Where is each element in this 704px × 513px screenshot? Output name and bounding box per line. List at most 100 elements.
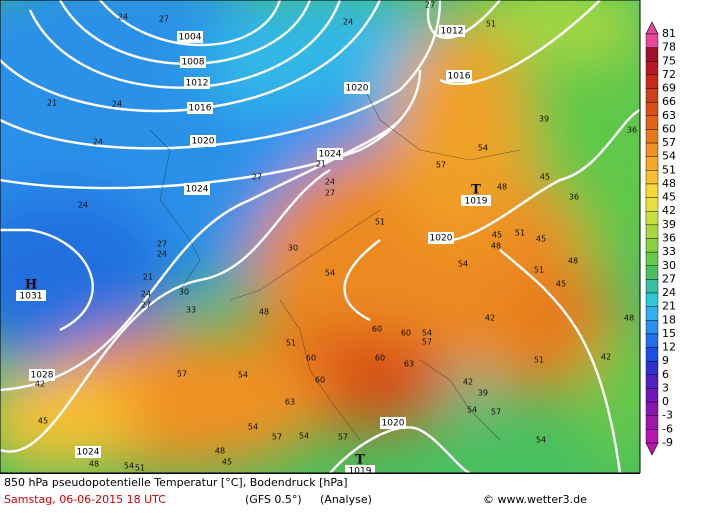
colorbar-swatch [645,61,659,76]
temperature-label: 54 [467,406,477,415]
colorbar-swatch [645,333,659,348]
colorbar-cap [645,442,659,456]
colorbar-swatch [645,374,659,389]
center-symbol: H [25,278,37,293]
colorbar-label: -9 [662,436,673,449]
colorbar-label: 24 [662,286,676,299]
footer-model: (GFS 0.5°) [245,493,302,506]
colorbar-label: 3 [662,381,669,394]
colorbar-label: -6 [662,422,673,435]
isobar-label-bg [177,31,203,43]
colorbar-label: 69 [662,82,676,95]
colorbar-swatch [645,197,659,212]
isobar-label: 1020 [192,137,215,147]
temperature-label: 48 [259,308,269,317]
temperature-label: 24 [78,201,88,210]
colorbar-swatch [645,183,659,198]
isobar-label: 1020 [346,84,369,94]
colorbar-label: 51 [662,163,676,176]
temperature-label: 54 [299,432,309,441]
temperature-label: 21 [316,160,326,169]
temperature-label: 48 [568,257,578,266]
colorbar-label: 48 [662,177,676,190]
colorbar-swatch [645,388,659,403]
isobar-label-bg [184,183,210,195]
footer-date: Samstag, 06-06-2015 18 UTC [4,493,166,506]
center-bg [345,465,375,473]
temperature-label: 27 [159,15,169,24]
colorbar-label: 39 [662,218,676,231]
temperature-label: 24 [112,100,122,109]
colorbar-swatch [645,170,659,185]
temperature-label: 57 [436,161,446,170]
isobar-label: 1012 [186,79,209,89]
colorbar-label: 21 [662,300,676,313]
colorbar-label: 18 [662,313,676,326]
colorbar-label: 30 [662,259,676,272]
center-symbol: T [355,453,365,468]
center-bg [16,290,46,301]
temperature-label: 51 [486,20,496,29]
temperature-label: 54 [238,371,248,380]
temperature-label: 51 [375,218,385,227]
temperature-label: 27 [141,301,151,310]
isobar-label: 1024 [319,150,342,160]
colorbar-label: 45 [662,191,676,204]
colorbar-swatch [645,156,659,171]
colorbar-swatch [645,74,659,89]
temperature-label: 54 [422,329,432,338]
temperature-label: 48 [624,314,634,323]
colorbar-swatch [645,279,659,294]
temperature-label: 48 [491,242,501,251]
isobar-label-bg [380,417,406,429]
temperature-label: 60 [306,354,316,363]
colorbar-label: 15 [662,327,676,340]
colorbar-label: 75 [662,54,676,67]
temperature-label: 45 [492,231,502,240]
isobar-label-bg [75,446,101,458]
colorbar-cap [645,21,659,35]
colorbar-swatch [645,129,659,144]
colorbar-label: 36 [662,232,676,245]
temperature-label: 54 [478,144,488,153]
temperature-label: 51 [534,356,544,365]
temperature-label: 24 [343,18,353,27]
center-symbol: T [471,183,481,198]
colorbar-label: 60 [662,122,676,135]
coastlines [149,79,521,441]
isobar-label: 1020 [430,234,453,244]
temperature-label: 51 [515,229,525,238]
temperature-label: 24 [141,290,151,299]
temperature-label: 60 [375,354,385,363]
temperature-label: 21 [47,99,57,108]
colorbar-swatch [645,347,659,362]
temperature-label: 45 [222,458,232,467]
colorbar-swatch [645,115,659,130]
temperature-label: 21 [143,273,153,282]
footer-bg [0,473,704,513]
footer-credit: © www.wetter3.de [483,493,587,506]
temperature-label: 57 [491,408,501,417]
colorbar-label: 81 [662,27,676,40]
colorbar-label: 66 [662,95,676,108]
temperature-label: 27 [157,240,167,249]
temperature-label: 54 [536,436,546,445]
colorbar-label: 12 [662,341,676,354]
isobar-label: 1016 [448,72,471,82]
temperature-label: 51 [286,339,296,348]
colorbar-swatch [645,292,659,307]
temperature-label: 51 [534,266,544,275]
center-bg [461,195,491,206]
temperature-label: 51 [135,464,145,473]
temperature-label: 57 [272,433,282,442]
temperature-label: 60 [315,376,325,385]
colorbar-swatch [645,320,659,335]
center-value: 1019 [349,467,372,477]
colorbar-label: 0 [662,395,669,408]
temperature-label: 30 [288,244,298,253]
temperature-label: 45 [556,280,566,289]
temperature-label: 54 [248,423,258,432]
temperature-label: 57 [422,338,432,347]
isobar-label-bg [344,82,370,94]
colorbar-swatch [645,251,659,266]
